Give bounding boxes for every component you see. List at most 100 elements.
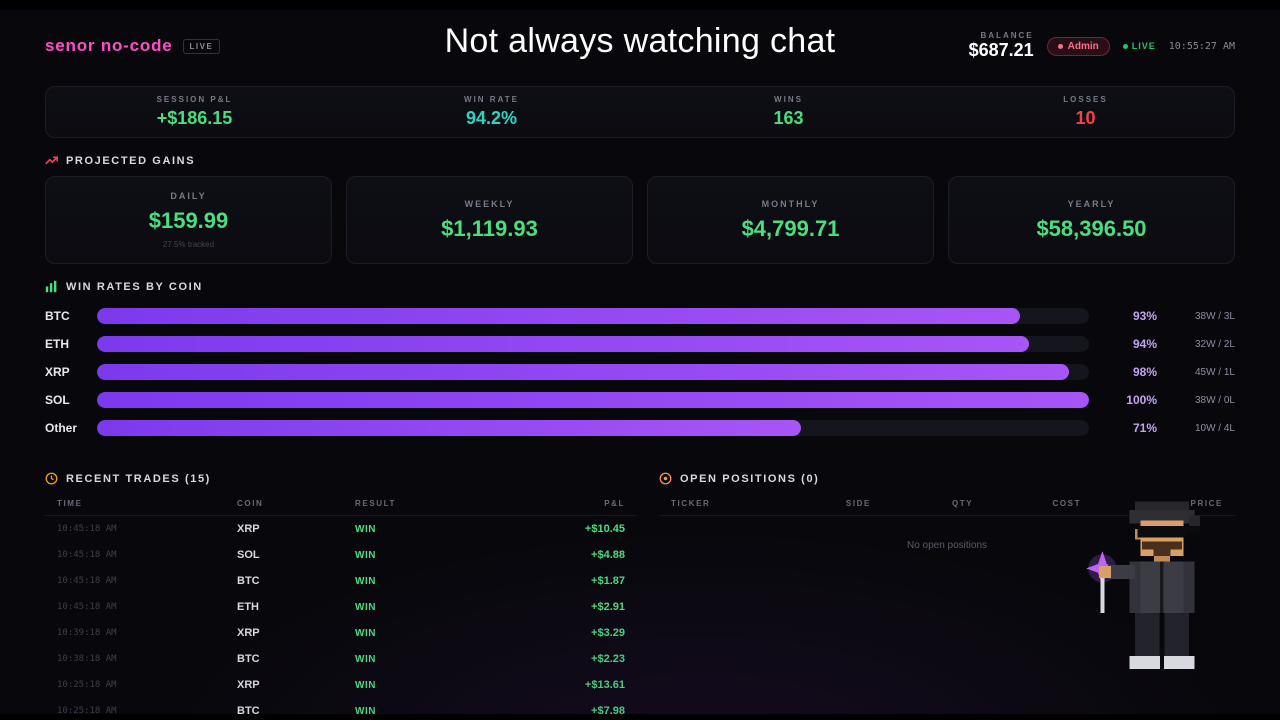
- trade-coin: SOL: [237, 549, 260, 561]
- coin-label: SOL: [45, 393, 70, 407]
- trade-result: WIN: [355, 679, 376, 691]
- stat-value: 10: [1075, 108, 1096, 128]
- bar-track: [97, 364, 1089, 380]
- col-time: TIME: [57, 499, 83, 508]
- stat-session-pnl: SESSION P&L +$186.15: [46, 95, 343, 129]
- balance: BALANCE $687.21: [969, 31, 1034, 61]
- bar-fill: [97, 392, 1089, 408]
- bar-fill: [97, 308, 1020, 324]
- col-ticker: TICKER: [671, 499, 711, 508]
- bottom-edge-bar: [0, 714, 1280, 720]
- trade-time: 10:38:18 AM: [57, 654, 117, 664]
- trade-time: 10:45:18 AM: [57, 550, 117, 560]
- win-rate-row-xrp: XRP 98% 45W / 1L: [45, 358, 1235, 386]
- trade-coin: XRP: [237, 679, 260, 691]
- stat-label: WINS: [774, 95, 803, 104]
- coin-label: BTC: [45, 309, 70, 323]
- table-row: 10:45:18 AM BTC WIN +$1.87: [45, 568, 637, 594]
- trade-coin: BTC: [237, 653, 260, 665]
- bar-track: [97, 308, 1089, 324]
- col-side: SIDE: [845, 499, 871, 508]
- trade-pnl: +$3.29: [591, 627, 625, 639]
- trade-result: WIN: [355, 627, 376, 639]
- stats-bar: SESSION P&L +$186.15 WIN RATE 94.2% WINS…: [45, 86, 1235, 138]
- gain-card-weekly: WEEKLY $1,119.93: [346, 176, 633, 264]
- stat-label: SESSION P&L: [156, 95, 233, 104]
- table-row: 10:39:18 AM XRP WIN +$3.29: [45, 620, 637, 646]
- trending-up-icon: [45, 156, 58, 165]
- table-row: 10:25:18 AM XRP WIN +$13.61: [45, 672, 637, 698]
- open-positions-panel: OPEN POSITIONS (0) TICKER SIDE QTY COST …: [659, 456, 1235, 720]
- trade-time: 10:45:18 AM: [57, 524, 117, 534]
- section-title: WIN RATES BY COIN: [66, 280, 203, 293]
- empty-state-text: No open positions: [906, 540, 988, 551]
- trades-table-header: TIME COIN RESULT P&L: [45, 494, 637, 516]
- col-cost: COST: [1052, 499, 1082, 508]
- table-row: 10:38:18 AM BTC WIN +$2.23: [45, 646, 637, 672]
- record-label: 45W / 1L: [1194, 366, 1235, 378]
- bar-track: [97, 336, 1089, 352]
- trade-pnl: +$4.88: [591, 549, 625, 561]
- trade-coin: XRP: [237, 627, 260, 639]
- gain-label: YEARLY: [1067, 198, 1116, 209]
- pct-label: 100%: [1126, 393, 1157, 407]
- record-label: 10W / 4L: [1194, 422, 1235, 434]
- stat-losses: LOSSES 10: [937, 95, 1234, 129]
- trade-time: 10:39:18 AM: [57, 628, 117, 638]
- stat-wins: WINS 163: [640, 95, 937, 129]
- trade-pnl: +$1.87: [591, 575, 625, 587]
- col-pnl: P&L: [604, 499, 625, 508]
- col-qty: QTY: [951, 499, 974, 508]
- pixel-mascot-icon: [1086, 501, 1200, 670]
- gain-label: DAILY: [170, 191, 207, 201]
- trade-time: 10:25:18 AM: [57, 680, 117, 690]
- pct-label: 98%: [1132, 365, 1157, 379]
- table-row: 10:45:18 AM XRP WIN +$10.45: [45, 516, 637, 542]
- bar-track: [97, 392, 1089, 408]
- gain-subtext: 27.5% tracked: [162, 240, 215, 249]
- stat-win-rate: WIN RATE 94.2%: [343, 95, 640, 129]
- coin-label: XRP: [45, 365, 70, 379]
- gain-card-daily: DAILY $159.99 27.5% tracked: [45, 176, 332, 264]
- col-price: PRICE: [1190, 499, 1223, 508]
- trade-pnl: +$13.61: [584, 679, 625, 691]
- pct-label: 93%: [1132, 309, 1157, 323]
- gain-label: MONTHLY: [761, 198, 820, 209]
- gain-card-yearly: YEARLY $58,396.50: [948, 176, 1235, 264]
- win-rate-row-btc: BTC 93% 38W / 3L: [45, 302, 1235, 330]
- clock: 10:55:27 AM: [1168, 40, 1235, 52]
- col-result: RESULT: [355, 499, 397, 508]
- balance-label: BALANCE: [980, 31, 1034, 40]
- admin-badge-label: Admin: [1067, 40, 1099, 52]
- admin-badge[interactable]: Admin: [1046, 36, 1110, 56]
- recent-trades-header: RECENT TRADES (15): [45, 472, 637, 485]
- header: senor no-code LIVE Not always watching c…: [45, 18, 1235, 74]
- win-rates-chart: BTC 93% 38W / 3L ETH 94% 32W / 2L XRP 98…: [45, 302, 1235, 442]
- win-rate-row-eth: ETH 94% 32W / 2L: [45, 330, 1235, 358]
- page-title: Not always watching chat: [444, 22, 836, 60]
- table-row: 10:45:18 AM SOL WIN +$4.88: [45, 542, 637, 568]
- gain-value: $4,799.71: [741, 215, 840, 241]
- record-label: 38W / 3L: [1194, 310, 1235, 322]
- stat-value: +$186.15: [156, 108, 233, 128]
- trade-result: WIN: [355, 601, 376, 613]
- record-label: 32W / 2L: [1194, 338, 1235, 350]
- trade-coin: ETH: [237, 601, 259, 613]
- bar-chart-icon: [45, 280, 57, 293]
- positions-list-icon: [659, 472, 672, 485]
- admin-dot-icon: [1057, 43, 1063, 49]
- trade-coin: BTC: [237, 575, 260, 587]
- trade-result: WIN: [355, 523, 376, 535]
- trade-result: WIN: [355, 705, 376, 717]
- trade-pnl: +$2.23: [591, 653, 625, 665]
- live-status-label: LIVE: [1131, 41, 1156, 51]
- trade-coin: XRP: [237, 523, 260, 535]
- trade-pnl: +$10.45: [584, 523, 625, 535]
- table-row: 10:45:18 AM ETH WIN +$2.91: [45, 594, 637, 620]
- stat-label: LOSSES: [1063, 95, 1108, 104]
- bar-track: [97, 420, 1089, 436]
- trade-time: 10:45:18 AM: [57, 576, 117, 586]
- live-status: LIVE: [1122, 41, 1156, 51]
- mascot-image: [1086, 499, 1238, 710]
- projected-gains-cards: DAILY $159.99 27.5% tracked WEEKLY $1,11…: [45, 176, 1235, 264]
